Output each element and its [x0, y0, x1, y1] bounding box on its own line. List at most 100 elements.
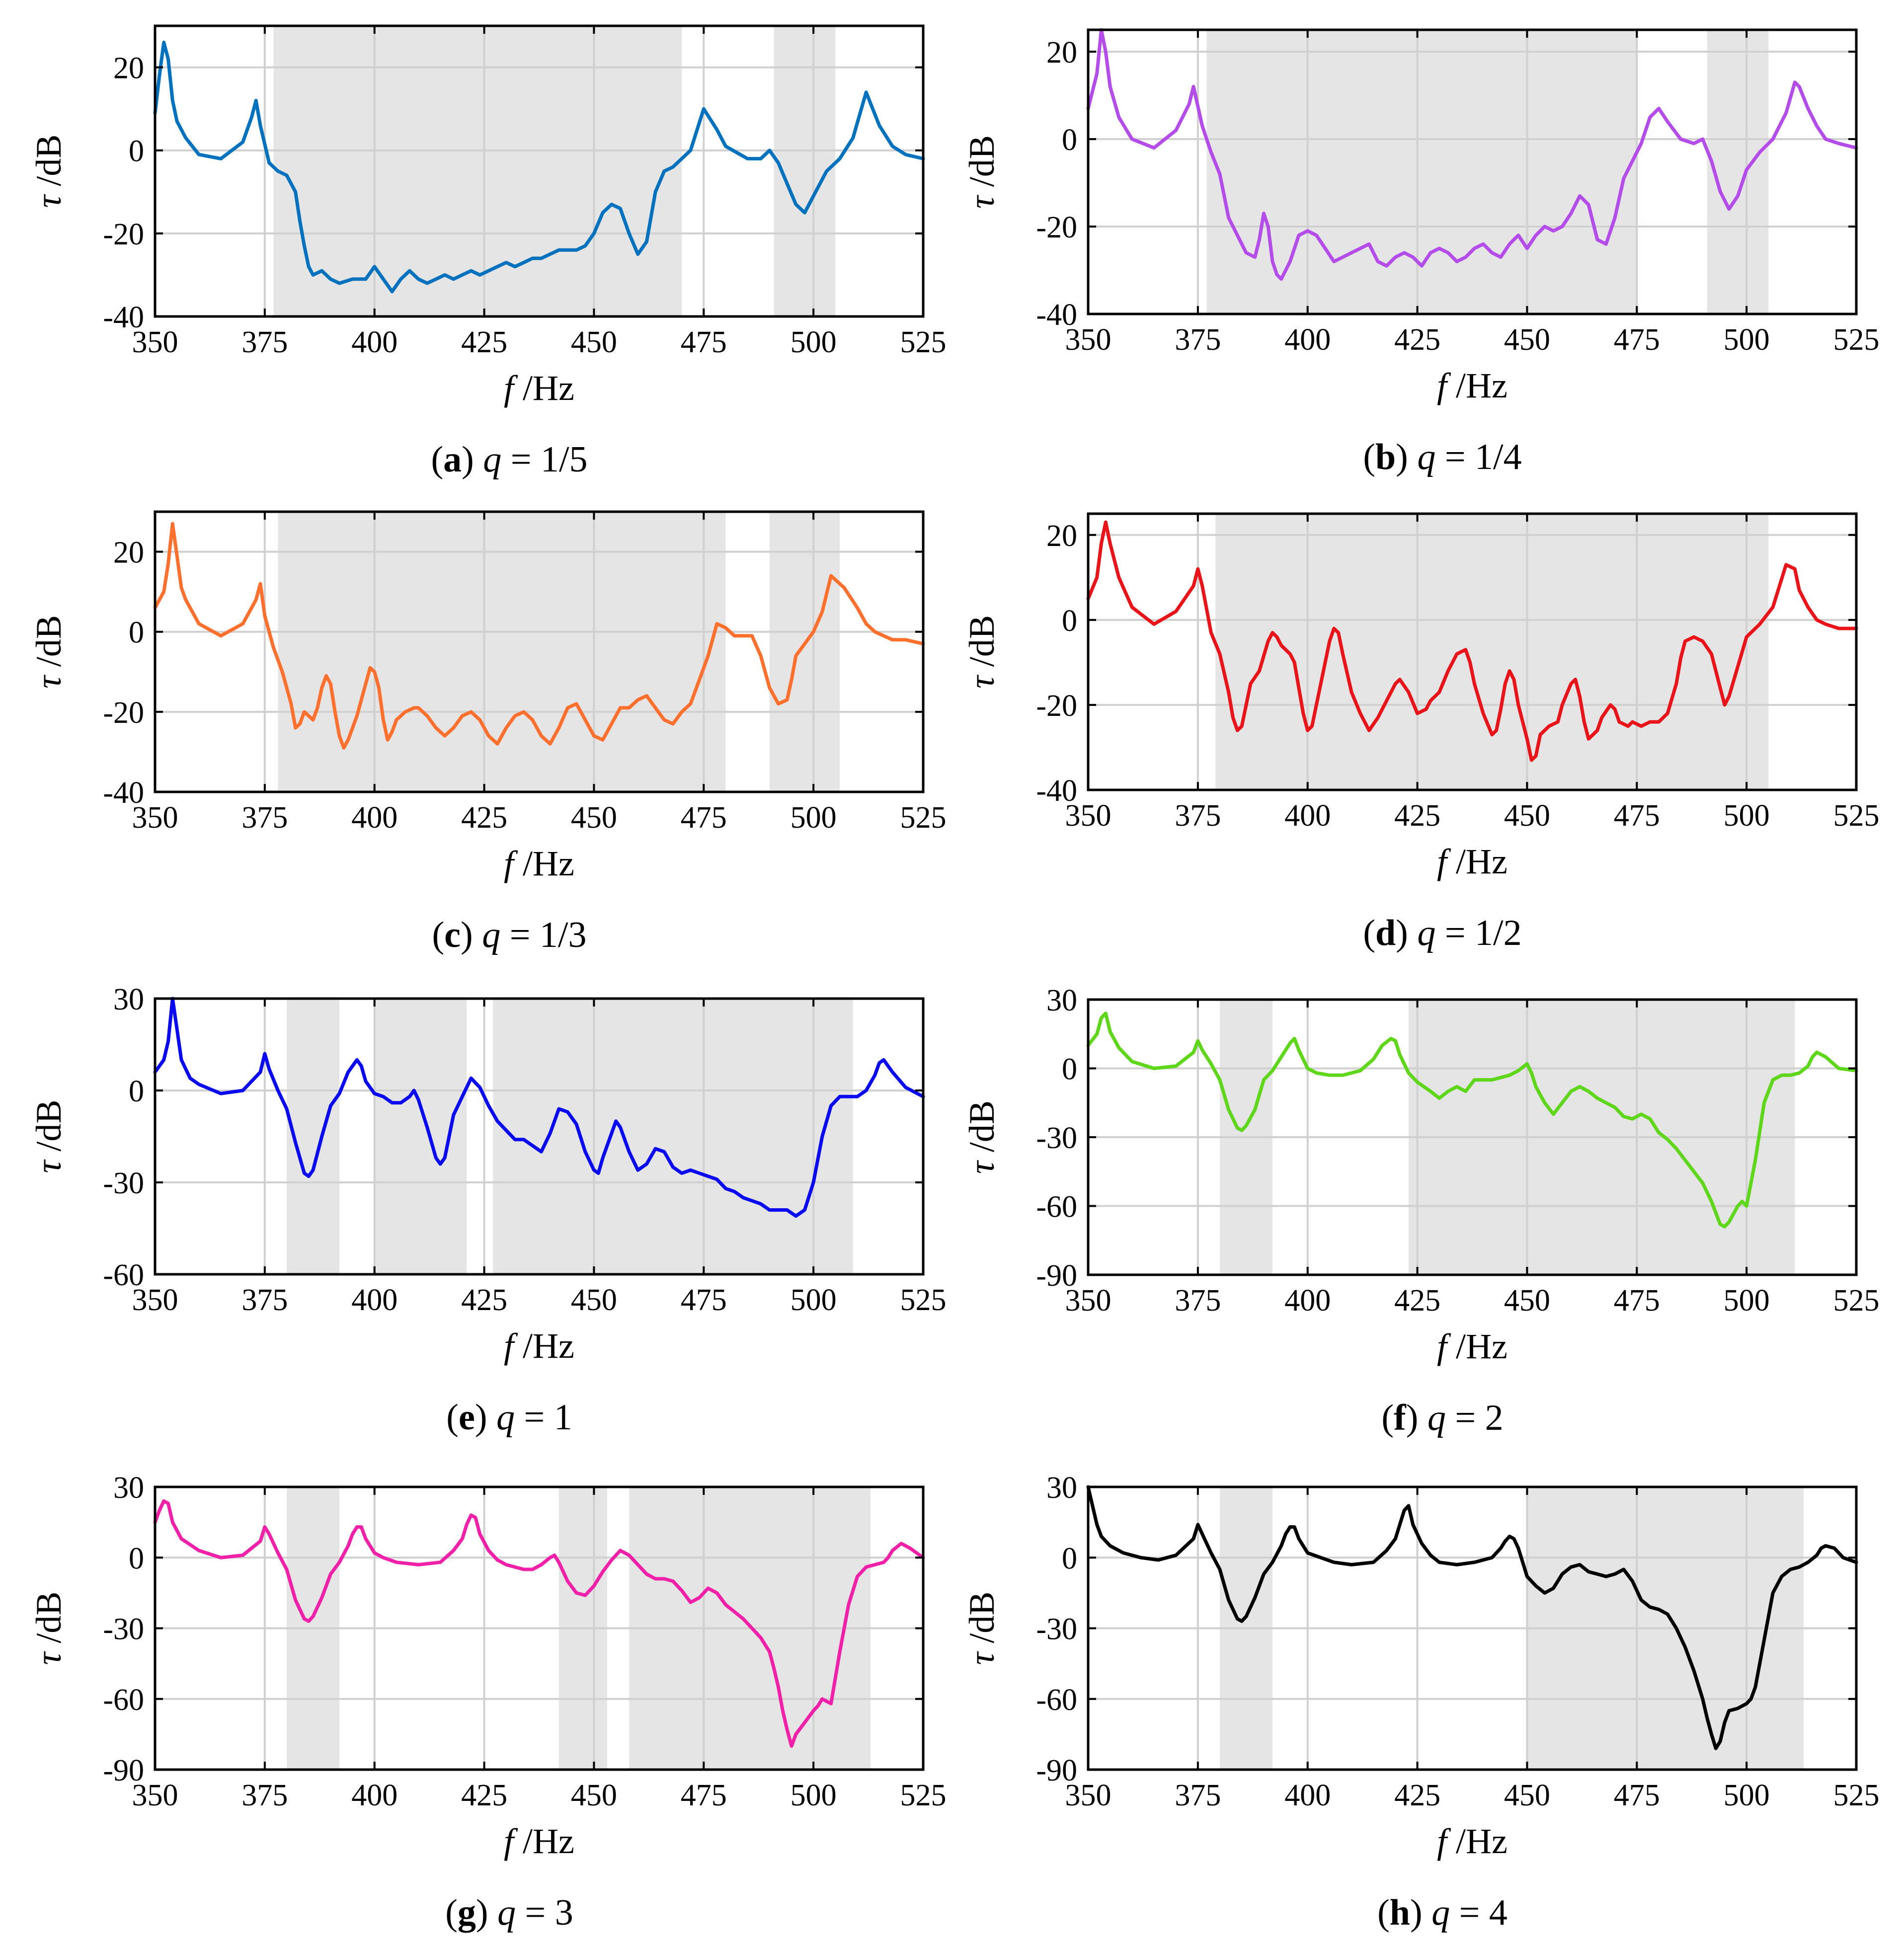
- x-tick-label: 525: [1833, 799, 1880, 833]
- y-axis-label: τ /dB: [29, 1592, 69, 1665]
- x-tick-label: 525: [900, 325, 947, 359]
- x-tick-label: 350: [1065, 799, 1111, 833]
- x-tick-label: 350: [1065, 1779, 1111, 1812]
- x-tick-label: 475: [1614, 799, 1660, 833]
- x-tick-label: 525: [900, 801, 947, 835]
- x-tick-label: 500: [1724, 1284, 1770, 1318]
- panel-caption: (e) q = 1: [446, 1397, 572, 1438]
- x-tick-label: 375: [241, 1283, 288, 1317]
- x-tick-label: 525: [900, 1779, 947, 1812]
- y-tick-label: 30: [1046, 1471, 1077, 1505]
- x-tick-label: 375: [1175, 1779, 1221, 1812]
- band-gap-2: [769, 512, 840, 792]
- band-gap-3: [493, 999, 853, 1274]
- x-tick-label: 400: [351, 325, 397, 359]
- y-axis-label: τ /dB: [962, 1100, 1002, 1174]
- y-tick-label: -20: [103, 218, 144, 251]
- panel-caption: (d) q = 1/2: [1363, 913, 1521, 953]
- x-tick-label: 375: [1175, 799, 1221, 833]
- y-tick-label: 0: [1062, 123, 1077, 157]
- x-tick-label: 375: [1175, 323, 1221, 357]
- x-tick-label: 500: [791, 1283, 837, 1317]
- series-line: [1086, 520, 1858, 762]
- x-tick-label: 475: [681, 325, 727, 359]
- band-gap-1: [1215, 514, 1769, 790]
- y-tick-label: 0: [1062, 1053, 1077, 1087]
- x-tick-label: 375: [241, 1779, 288, 1812]
- x-tick-label: 500: [791, 1779, 837, 1812]
- panel-d: 350 375 400 425 450 475 500 525 -40 -20 0 20 f /Hz τ …: [962, 512, 1880, 953]
- panel-caption: (a) q = 1/5: [431, 439, 587, 480]
- panel-e: 350 375 400 425 450 475 500 525 -60 -30 0 30 f /Hz τ …: [29, 983, 947, 1438]
- y-tick-label: -30: [103, 1166, 144, 1200]
- x-tick-label: 400: [1284, 1779, 1331, 1812]
- axes-frame: [1087, 512, 1858, 791]
- x-tick-label: 450: [1504, 323, 1550, 357]
- x-tick-label: 425: [461, 1283, 507, 1317]
- y-tick-label: -60: [103, 1258, 144, 1292]
- y-tick-label: 30: [113, 983, 144, 1016]
- x-tick-label: 525: [1833, 1284, 1880, 1318]
- x-axis-label: f /Hz: [504, 368, 574, 408]
- panel-g: 350 375 400 425 450 475 500 525 -90 -60 -30 0 30 f /H…: [29, 1471, 947, 1933]
- x-tick-label: 350: [132, 801, 178, 835]
- series-line: [153, 40, 925, 294]
- y-tick-label: -30: [1036, 1121, 1077, 1155]
- x-tick-label: 350: [132, 1779, 178, 1812]
- panel-caption: (c) q = 1/3: [432, 915, 587, 955]
- x-tick-label: 475: [681, 1283, 727, 1317]
- y-tick-label: 0: [1062, 1542, 1077, 1575]
- panel-h: 350 375 400 425 450 475 500 525 -90 -60 -30 0 30 f /H…: [962, 1471, 1880, 1933]
- panel-a: 350 375 400 425 450 475 500 525 -40 -20 0 20 f /Hz τ …: [29, 24, 947, 480]
- x-tick-label: 425: [1394, 799, 1440, 833]
- y-tick-label: -40: [1036, 774, 1077, 808]
- y-tick-label: 20: [113, 536, 144, 570]
- series-line: [1086, 1011, 1858, 1229]
- panel-caption: (b) q = 1/4: [1363, 437, 1521, 477]
- y-tick-label: 0: [1062, 604, 1077, 638]
- axes-frame: [154, 24, 925, 318]
- panel-b: 350 375 400 425 450 475 500 525 -40 -20 0 20 f /Hz τ …: [962, 28, 1880, 477]
- x-tick-label: 350: [1065, 323, 1111, 357]
- band-gap-1: [278, 512, 726, 792]
- y-axis-label: τ /dB: [962, 615, 1002, 689]
- series-line: [153, 997, 925, 1218]
- x-axis-label: f /Hz: [1437, 842, 1507, 881]
- y-tick-label: -60: [103, 1683, 144, 1717]
- x-tick-label: 400: [351, 801, 397, 835]
- x-tick-label: 400: [1284, 799, 1331, 833]
- x-tick-label: 425: [1394, 1284, 1440, 1318]
- x-tick-label: 375: [1175, 1284, 1221, 1318]
- x-tick-label: 400: [1284, 1284, 1331, 1318]
- x-tick-label: 525: [900, 1283, 947, 1317]
- panel-caption: (g) q = 3: [445, 1892, 573, 1933]
- x-tick-label: 375: [241, 325, 288, 359]
- y-tick-label: 20: [113, 52, 144, 85]
- panel-caption: (f) q = 2: [1381, 1398, 1503, 1438]
- x-tick-label: 500: [1724, 1779, 1770, 1812]
- x-tick-label: 475: [1614, 1284, 1660, 1318]
- band-gap-1: [1206, 30, 1637, 314]
- y-axis-label: τ /dB: [962, 1592, 1002, 1665]
- y-tick-label: -30: [103, 1613, 144, 1646]
- axes-frame: [154, 510, 925, 793]
- y-tick-label: -40: [1036, 298, 1077, 332]
- y-tick-label: -40: [103, 776, 144, 810]
- x-tick-label: 500: [791, 325, 837, 359]
- y-axis-label: τ /dB: [29, 135, 69, 208]
- y-tick-label: 0: [129, 616, 144, 650]
- y-tick-label: -20: [103, 696, 144, 730]
- x-tick-label: 400: [351, 1779, 397, 1812]
- x-tick-label: 425: [1394, 323, 1440, 357]
- panel-f: 350 375 400 425 450 475 500 525 -90 -60 -30 0 30 f /H…: [962, 984, 1880, 1438]
- y-axis-label: τ /dB: [962, 135, 1002, 209]
- x-tick-label: 500: [1724, 323, 1770, 357]
- x-tick-label: 450: [571, 1779, 617, 1812]
- y-tick-label: 30: [1046, 984, 1077, 1017]
- y-tick-label: -30: [1036, 1613, 1077, 1646]
- panel-caption: (h) q = 4: [1377, 1892, 1507, 1933]
- y-tick-label: -20: [1036, 211, 1077, 244]
- y-tick-label: -40: [103, 301, 144, 334]
- x-tick-label: 425: [461, 325, 507, 359]
- y-tick-label: 20: [1046, 519, 1077, 553]
